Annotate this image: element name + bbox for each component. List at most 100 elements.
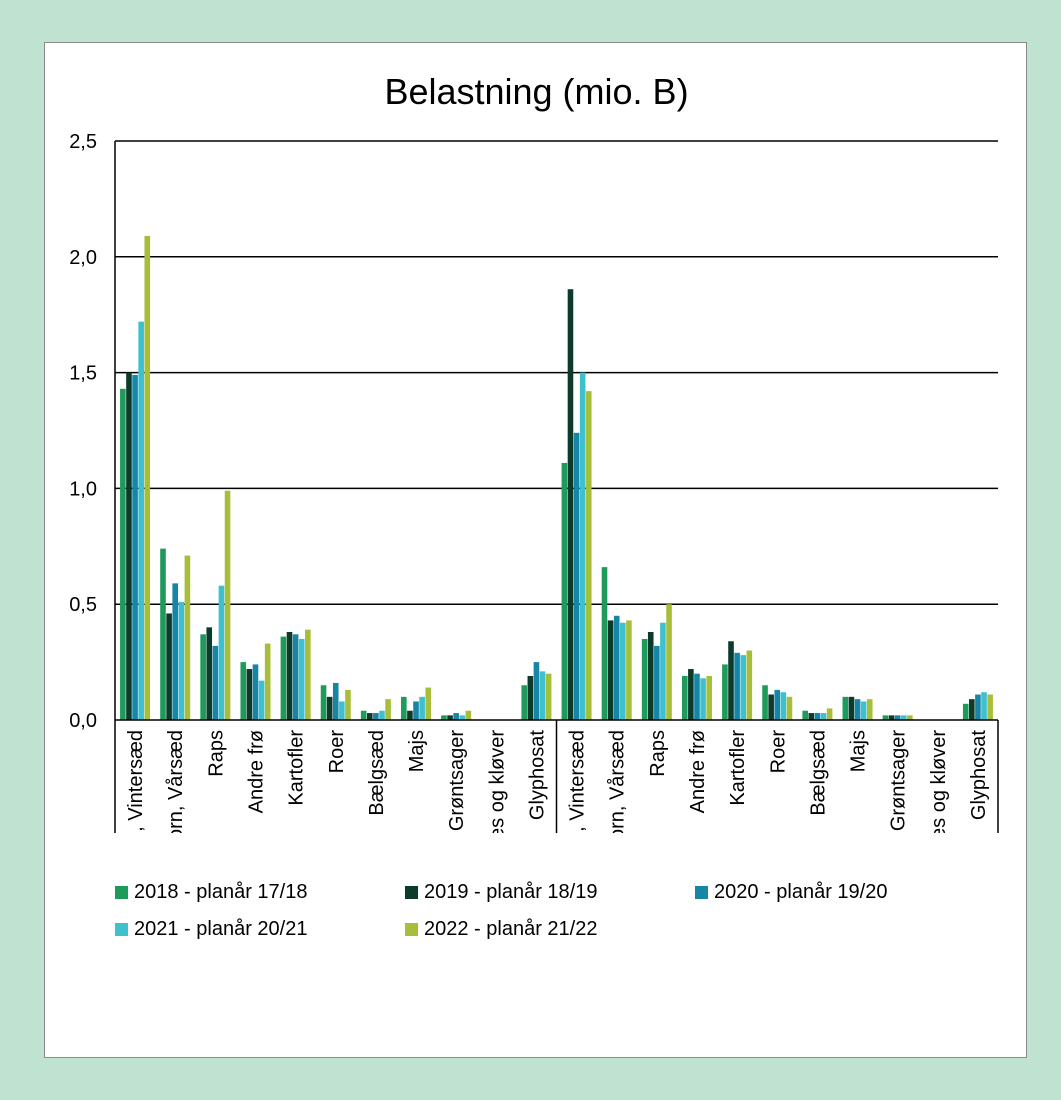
bar — [200, 634, 206, 720]
bar — [734, 652, 740, 720]
category-label: Korn, Vintersæd — [125, 730, 147, 833]
bar — [339, 701, 345, 720]
bar — [866, 699, 873, 720]
bar — [178, 601, 185, 720]
bar — [298, 638, 305, 720]
category-label: Korn, Vårsæd — [165, 730, 187, 833]
bar — [379, 710, 385, 720]
bar — [601, 567, 608, 720]
legend-label: 2018 - planår 17/18 — [134, 881, 308, 903]
legend-label: 2022 - planår 21/22 — [424, 918, 598, 940]
bar — [854, 699, 861, 720]
bar — [694, 673, 700, 720]
bar — [360, 710, 367, 720]
bar — [762, 685, 768, 720]
bar — [907, 715, 913, 720]
bar — [728, 641, 734, 720]
bar — [441, 715, 447, 720]
bar — [987, 694, 993, 720]
bar — [539, 671, 546, 720]
category-label: Roer — [767, 730, 789, 774]
bar — [246, 669, 253, 720]
category-label: Korn, Vintersæd — [567, 730, 589, 833]
legend-label: 2021 - planår 20/21 — [134, 918, 308, 940]
bar — [425, 687, 432, 720]
bar — [567, 289, 574, 720]
bar — [573, 432, 580, 720]
bar — [786, 696, 793, 720]
bar — [647, 631, 654, 720]
bar — [700, 678, 706, 720]
legend-item: 2022 - planår 21/22 — [405, 918, 695, 941]
bar — [585, 391, 592, 720]
bar — [882, 715, 889, 720]
bar — [613, 615, 620, 720]
legend-item: 2020 - planår 19/20 — [695, 881, 985, 904]
bar — [780, 692, 787, 720]
bar — [320, 685, 327, 720]
bar — [688, 669, 694, 720]
y-tick-label: 0,5 — [69, 594, 97, 616]
bar — [280, 636, 287, 720]
bar — [305, 629, 311, 720]
bar — [401, 696, 407, 720]
bar — [681, 675, 688, 720]
y-tick-label: 0,0 — [69, 710, 97, 732]
legend-swatch — [115, 886, 128, 899]
category-label: Grøntsager — [446, 730, 468, 831]
bar — [654, 645, 660, 720]
category-label: Andre frø — [245, 730, 267, 813]
bar — [138, 321, 144, 720]
category-label: Glyphosat — [526, 730, 548, 820]
category-label: Grøntsager — [888, 730, 910, 831]
bar — [774, 689, 781, 720]
bar — [641, 638, 648, 720]
legend-swatch — [405, 923, 418, 936]
bar — [166, 613, 172, 720]
y-tick-label: 2,5 — [69, 131, 97, 153]
bar — [286, 631, 293, 720]
bar — [579, 372, 586, 720]
bar — [826, 708, 833, 720]
legend-item: 2019 - planår 18/19 — [405, 881, 695, 904]
bar — [212, 645, 219, 720]
y-tick-label: 1,5 — [69, 363, 97, 385]
bar — [184, 555, 191, 720]
bar — [385, 699, 391, 720]
chart-title: Belastning (mio. B) — [384, 71, 689, 112]
bar — [160, 548, 166, 720]
bar-chart: 0,0 0,5 1,0 1,5 2,0 2,5 Korn, Vintersæd Korn, V… — [69, 131, 999, 833]
bar — [814, 713, 821, 720]
legend-swatch — [115, 923, 128, 936]
bar — [144, 235, 151, 720]
category-label: Majs — [848, 730, 870, 772]
bar — [533, 662, 540, 720]
bar — [626, 620, 632, 720]
bar — [413, 701, 419, 720]
category-label: Bælgsæd — [807, 730, 829, 816]
bar — [722, 664, 728, 720]
bar — [660, 622, 666, 720]
chart-panel: Belastning (mio. B) 0,0 0,5 1,0 1,5 2,0 2,5 Ko… — [44, 42, 1027, 1058]
bar — [900, 715, 907, 720]
bar — [894, 715, 901, 720]
category-label: Bælgsæd — [366, 730, 388, 816]
bar — [620, 622, 626, 720]
bar — [345, 689, 351, 720]
bar — [607, 620, 614, 720]
bar — [252, 664, 259, 720]
bar — [740, 655, 747, 720]
bar — [706, 675, 712, 720]
category-label: Raps — [205, 730, 227, 777]
bar — [666, 604, 672, 720]
bar — [453, 713, 459, 720]
bar — [768, 694, 774, 720]
bar — [407, 710, 413, 720]
bar — [218, 585, 225, 720]
bar — [332, 682, 339, 720]
bar — [447, 715, 453, 720]
bar — [842, 696, 849, 720]
bar — [224, 490, 231, 720]
bar — [258, 680, 265, 720]
bar — [848, 696, 855, 720]
